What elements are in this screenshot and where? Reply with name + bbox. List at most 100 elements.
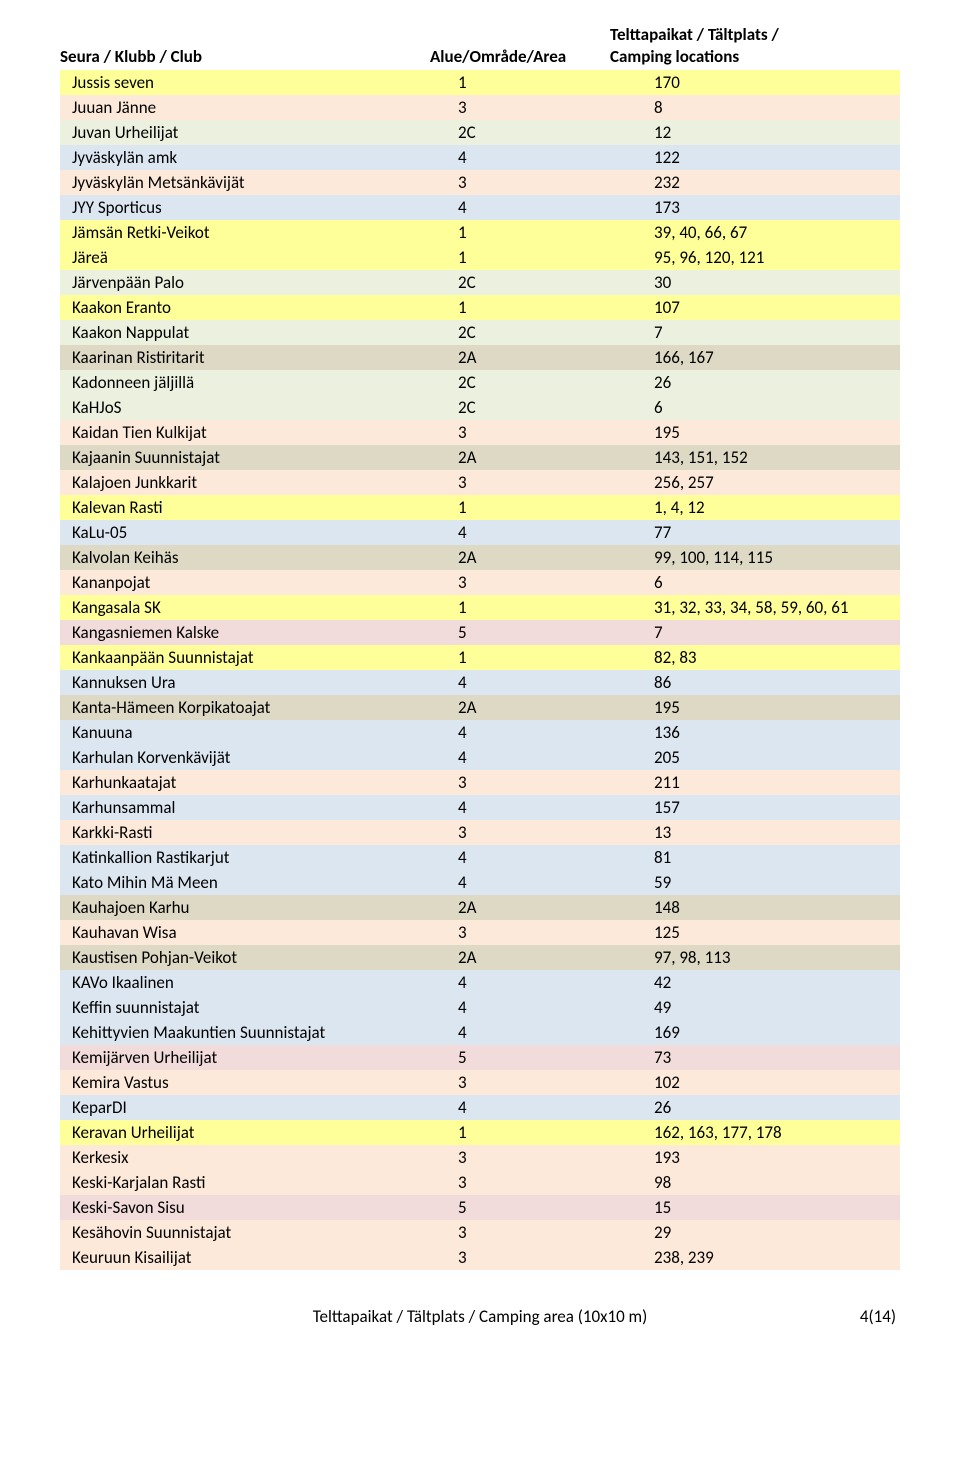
cell-area: 3 <box>446 1145 642 1170</box>
table-row: JYY Sporticus4173 <box>60 195 900 220</box>
cell-locations: 15 <box>642 1195 900 1220</box>
cell-area: 3 <box>446 770 642 795</box>
cell-area: 2A <box>446 345 642 370</box>
cell-locations: 73 <box>642 1045 900 1070</box>
cell-area: 1 <box>446 245 642 270</box>
header-loc-line2: Camping locations <box>610 46 900 68</box>
cell-club: Kaustisen Pohjan-Veikot <box>60 945 446 970</box>
cell-club: Karhunsammal <box>60 795 446 820</box>
cell-club: Karhunkaatajat <box>60 770 446 795</box>
table-row: KeparDI426 <box>60 1095 900 1120</box>
cell-locations: 77 <box>642 520 900 545</box>
table-row: Järvenpään Palo2C30 <box>60 270 900 295</box>
table-row: Kalevan Rasti11, 4, 12 <box>60 495 900 520</box>
cell-area: 3 <box>446 1245 642 1270</box>
cell-area: 2A <box>446 695 642 720</box>
cell-locations: 1, 4, 12 <box>642 495 900 520</box>
cell-area: 4 <box>446 145 642 170</box>
page-footer: Telttapaikat / Tältplats / Camping area … <box>60 1306 900 1327</box>
cell-locations: 195 <box>642 420 900 445</box>
table-row: Keffin suunnistajat449 <box>60 995 900 1020</box>
table-row: Jyväskylän amk4122 <box>60 145 900 170</box>
table-row: Kangasala SK131, 32, 33, 34, 58, 59, 60,… <box>60 595 900 620</box>
cell-club: Kesähovin Suunnistajat <box>60 1220 446 1245</box>
table-row: Kemira Vastus3102 <box>60 1070 900 1095</box>
cell-area: 3 <box>446 420 642 445</box>
cell-club: Kadonneen jäljillä <box>60 370 446 395</box>
table-row: Keuruun Kisailijat3238, 239 <box>60 1245 900 1270</box>
header-club-label: Seura / Klubb / Club <box>60 46 202 68</box>
table-row: Karhunsammal4157 <box>60 795 900 820</box>
cell-locations: 26 <box>642 1095 900 1120</box>
cell-locations: 166, 167 <box>642 345 900 370</box>
cell-area: 1 <box>446 495 642 520</box>
cell-locations: 29 <box>642 1220 900 1245</box>
cell-area: 5 <box>446 1045 642 1070</box>
cell-area: 1 <box>446 1120 642 1145</box>
cell-club: KaLu-05 <box>60 520 446 545</box>
cell-club: Juvan Urheilijat <box>60 120 446 145</box>
cell-area: 2A <box>446 445 642 470</box>
cell-area: 4 <box>446 195 642 220</box>
table-row: Kaakon Nappulat2C7 <box>60 320 900 345</box>
table-row: Jyväskylän Metsänkävijät3232 <box>60 170 900 195</box>
table-row: Katinkallion Rastikarjut481 <box>60 845 900 870</box>
cell-area: 3 <box>446 1170 642 1195</box>
cell-club: Kajaanin Suunnistajat <box>60 445 446 470</box>
table-row: Kankaanpään Suunnistajat182, 83 <box>60 645 900 670</box>
table-row: Kangasniemen Kalske57 <box>60 620 900 645</box>
cell-area: 3 <box>446 95 642 120</box>
table-row: Kaakon Eranto1107 <box>60 295 900 320</box>
cell-locations: 205 <box>642 745 900 770</box>
cell-locations: 157 <box>642 795 900 820</box>
cell-locations: 81 <box>642 845 900 870</box>
cell-area: 2A <box>446 945 642 970</box>
table-row: Kadonneen jäljillä2C26 <box>60 370 900 395</box>
cell-club: Kaidan Tien Kulkijat <box>60 420 446 445</box>
cell-club: Jämsän Retki-Veikot <box>60 220 446 245</box>
cell-club: Jyväskylän Metsänkävijät <box>60 170 446 195</box>
cell-club: Keravan Urheilijat <box>60 1120 446 1145</box>
table-row: Karkki-Rasti313 <box>60 820 900 845</box>
cell-area: 2A <box>446 895 642 920</box>
cell-locations: 7 <box>642 320 900 345</box>
cell-club: Keffin suunnistajat <box>60 995 446 1020</box>
table-row: Karhulan Korvenkävijät4205 <box>60 745 900 770</box>
cell-club: Keski-Savon Sisu <box>60 1195 446 1220</box>
cell-area: 1 <box>446 70 642 95</box>
cell-area: 4 <box>446 720 642 745</box>
cell-locations: 193 <box>642 1145 900 1170</box>
cell-area: 2C <box>446 270 642 295</box>
cell-club: Kangasniemen Kalske <box>60 620 446 645</box>
cell-area: 4 <box>446 845 642 870</box>
table-row: Kalvolan Keihäs2A99, 100, 114, 115 <box>60 545 900 570</box>
cell-club: JYY Sporticus <box>60 195 446 220</box>
header-area-label: Alue/Område/Area <box>430 46 566 68</box>
cell-club: Kerkesix <box>60 1145 446 1170</box>
cell-locations: 30 <box>642 270 900 295</box>
cell-locations: 6 <box>642 395 900 420</box>
cell-area: 2C <box>446 320 642 345</box>
cell-area: 5 <box>446 1195 642 1220</box>
cell-area: 3 <box>446 820 642 845</box>
cell-area: 4 <box>446 1095 642 1120</box>
table-row: Kesähovin Suunnistajat329 <box>60 1220 900 1245</box>
header-area: Alue/Område/Area <box>430 24 610 68</box>
cell-club: Karkki-Rasti <box>60 820 446 845</box>
table-row: Jussis seven1170 <box>60 70 900 95</box>
table-row: Juuan Jänne38 <box>60 95 900 120</box>
cell-area: 4 <box>446 520 642 545</box>
cell-club: Keski-Karjalan Rasti <box>60 1170 446 1195</box>
table-row: Kaustisen Pohjan-Veikot2A97, 98, 113 <box>60 945 900 970</box>
cell-locations: 162, 163, 177, 178 <box>642 1120 900 1145</box>
footer-left <box>64 1306 144 1327</box>
table-row: Kerkesix3193 <box>60 1145 900 1170</box>
club-table: Jussis seven1170Juuan Jänne38Juvan Urhei… <box>60 70 900 1270</box>
table-row: Järeä195, 96, 120, 121 <box>60 245 900 270</box>
cell-locations: 122 <box>642 145 900 170</box>
table-row: Juvan Urheilijat2C12 <box>60 120 900 145</box>
cell-area: 3 <box>446 570 642 595</box>
cell-locations: 143, 151, 152 <box>642 445 900 470</box>
cell-club: Karhulan Korvenkävijät <box>60 745 446 770</box>
cell-club: Kannuksen Ura <box>60 670 446 695</box>
